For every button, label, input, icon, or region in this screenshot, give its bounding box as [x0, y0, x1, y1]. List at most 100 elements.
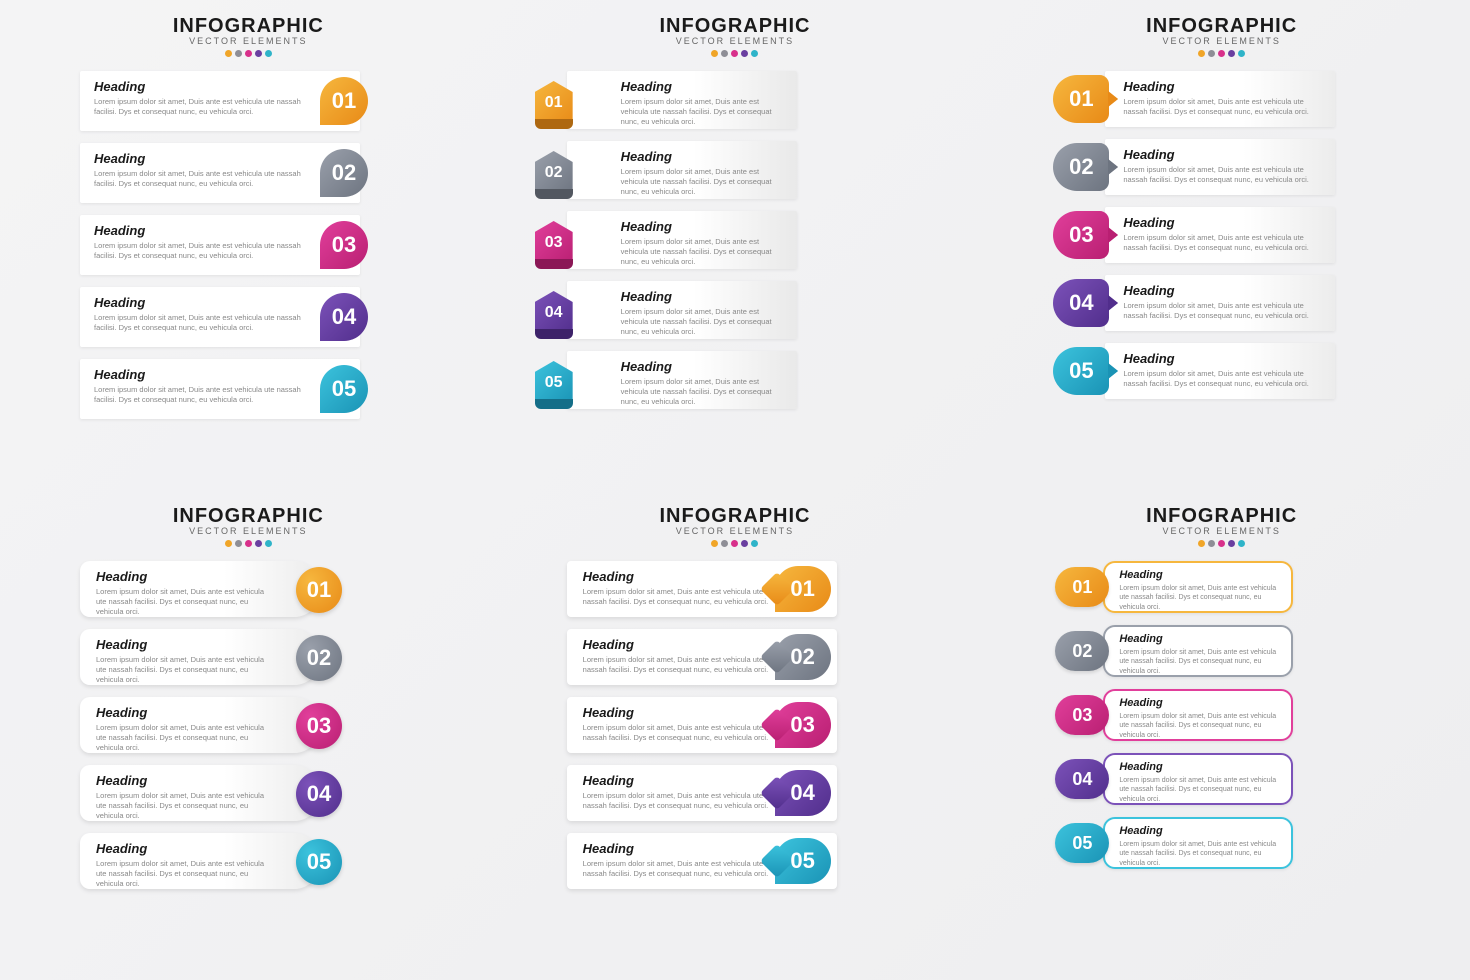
- info-card: Heading Lorem ipsum dolor sit amet, Duis …: [1105, 139, 1335, 195]
- info-card: Heading Lorem ipsum dolor sit amet, Duis …: [567, 211, 797, 269]
- badge-pointer: [1108, 159, 1118, 175]
- panel-subtitle: VECTOR ELEMENTS: [659, 526, 810, 536]
- dot: [741, 50, 748, 57]
- title-block: INFOGRAPHIC VECTOR ELEMENTS: [659, 505, 810, 547]
- title-block: INFOGRAPHIC VECTOR ELEMENTS: [173, 15, 324, 57]
- panel-title: INFOGRAPHIC: [659, 15, 810, 38]
- item-body: Lorem ipsum dolor sit amet, Duis ante es…: [1123, 165, 1321, 185]
- panel-subtitle: VECTOR ELEMENTS: [173, 36, 324, 46]
- number-circle: 03: [296, 703, 342, 749]
- badge-pointer: [1108, 363, 1118, 379]
- info-card: HeadingLorem ipsum dolor sit amet, Duis …: [1105, 275, 1335, 331]
- info-card: HeadingLorem ipsum dolor sit amet, Duis …: [567, 351, 797, 409]
- number-circle: 01: [296, 567, 342, 613]
- info-card: Heading Lorem ipsum dolor sit amet, Duis …: [1103, 561, 1293, 613]
- item-number: 04: [790, 780, 814, 806]
- color-dots: [659, 50, 810, 57]
- item-body: Lorem ipsum dolor sit amet, Duis ante es…: [1119, 840, 1279, 868]
- badge-pointer: [1108, 295, 1118, 311]
- items-list: Heading Lorem ipsum dolor sit amet, Duis …: [80, 71, 417, 419]
- item-number: 02: [1069, 154, 1093, 180]
- item-heading: Heading: [1119, 761, 1279, 773]
- dot: [721, 540, 728, 547]
- tag-curl: [535, 259, 573, 269]
- dot: [721, 50, 728, 57]
- dot: [225, 50, 232, 57]
- info-card: Heading Lorem ipsum dolor sit amet, Duis …: [80, 697, 320, 753]
- item-heading: Heading: [1119, 569, 1279, 581]
- item-number: 03: [545, 234, 563, 252]
- item-number: 05: [1069, 358, 1093, 384]
- item-number: 05: [1072, 833, 1092, 854]
- panel-subtitle: VECTOR ELEMENTS: [1146, 36, 1297, 46]
- item-body: Lorem ipsum dolor sit amet, Duis ante es…: [1123, 233, 1321, 253]
- info-card: Heading Lorem ipsum dolor sit amet, Duis …: [567, 141, 797, 199]
- item-heading: Heading: [94, 367, 315, 382]
- item-body: Lorem ipsum dolor sit amet, Duis ante es…: [1123, 97, 1321, 117]
- number-circle: 05: [296, 839, 342, 885]
- panel-title: INFOGRAPHIC: [1146, 15, 1297, 38]
- color-dots: [173, 50, 324, 57]
- item-heading: Heading: [94, 223, 315, 238]
- dot: [1218, 50, 1225, 57]
- items-list: Heading Lorem ipsum dolor sit amet, Duis …: [567, 561, 904, 889]
- item-heading: Heading: [1123, 147, 1321, 162]
- item-body: Lorem ipsum dolor sit amet, Duis ante es…: [94, 313, 315, 333]
- item-body: Lorem ipsum dolor sit amet, Duis ante es…: [621, 167, 783, 197]
- info-card: HeadingLorem ipsum dolor sit amet, Duis …: [80, 629, 320, 685]
- dot: [751, 540, 758, 547]
- dot: [741, 540, 748, 547]
- item-body: Lorem ipsum dolor sit amet, Duis ante es…: [583, 723, 777, 743]
- item-body: Lorem ipsum dolor sit amet, Duis ante es…: [1119, 648, 1279, 676]
- item-heading: Heading: [1119, 825, 1279, 837]
- item-body: Lorem ipsum dolor sit amet, Duis ante es…: [94, 97, 315, 117]
- info-card: HeadingLorem ipsum dolor sit amet, Duis …: [567, 71, 797, 129]
- item-number: 01: [307, 577, 331, 603]
- dot: [245, 50, 252, 57]
- color-dots: [1146, 50, 1297, 57]
- item-body: Lorem ipsum dolor sit amet, Duis ante es…: [583, 655, 777, 675]
- color-dots: [659, 540, 810, 547]
- item-heading: Heading: [1123, 79, 1321, 94]
- item-body: Lorem ipsum dolor sit amet, Duis ante es…: [94, 385, 315, 405]
- infographic-variant-4: INFOGRAPHIC VECTOR ELEMENTS HeadingLorem…: [80, 505, 417, 965]
- panel-subtitle: VECTOR ELEMENTS: [173, 526, 324, 536]
- number-drop: 03: [775, 702, 831, 748]
- item-heading: Heading: [1123, 283, 1321, 298]
- infographic-variant-6: INFOGRAPHIC VECTOR ELEMENTS HeadingLorem…: [1053, 505, 1390, 965]
- item-number: 03: [332, 232, 356, 258]
- dot: [255, 540, 262, 547]
- info-card: Heading Lorem ipsum dolor sit amet, Duis …: [1105, 71, 1335, 127]
- panel-title: INFOGRAPHIC: [659, 505, 810, 528]
- number-pill: 03: [1055, 695, 1109, 735]
- color-dots: [173, 540, 324, 547]
- item-body: Lorem ipsum dolor sit amet, Duis ante es…: [96, 859, 276, 889]
- item-body: Lorem ipsum dolor sit amet, Duis ante es…: [1119, 584, 1279, 612]
- item-heading: Heading: [621, 149, 783, 164]
- item-body: Lorem ipsum dolor sit amet, Duis ante es…: [621, 307, 783, 337]
- item-heading: Heading: [583, 841, 777, 856]
- dot: [1238, 50, 1245, 57]
- infographic-variant-1: INFOGRAPHIC VECTOR ELEMENTS Heading Lorem…: [80, 15, 417, 475]
- number-circle: 02: [296, 635, 342, 681]
- item-body: Lorem ipsum dolor sit amet, Duis ante es…: [583, 791, 777, 811]
- tag-curl: [535, 329, 573, 339]
- item-heading: Heading: [96, 705, 276, 720]
- item-number: 03: [790, 712, 814, 738]
- dot: [235, 50, 242, 57]
- number-tab: 05: [320, 365, 368, 413]
- info-card: HeadingLorem ipsum dolor sit amet, Duis …: [80, 833, 320, 889]
- item-number: 02: [545, 164, 563, 182]
- info-card: HeadingLorem ipsum dolor sit amet, Duis …: [1103, 689, 1293, 741]
- dot: [1238, 540, 1245, 547]
- info-card: HeadingLorem ipsum dolor sit amet, Duis …: [1105, 207, 1335, 263]
- item-number: 05: [307, 849, 331, 875]
- item-body: Lorem ipsum dolor sit amet, Duis ante es…: [96, 723, 276, 753]
- info-card: HeadingLorem ipsum dolor sit amet, Duis …: [567, 697, 837, 753]
- item-heading: Heading: [621, 219, 783, 234]
- item-heading: Heading: [583, 773, 777, 788]
- item-number: 01: [545, 94, 563, 112]
- item-number: 01: [1072, 577, 1092, 598]
- item-heading: Heading: [583, 569, 777, 584]
- item-body: Lorem ipsum dolor sit amet, Duis ante es…: [621, 237, 783, 267]
